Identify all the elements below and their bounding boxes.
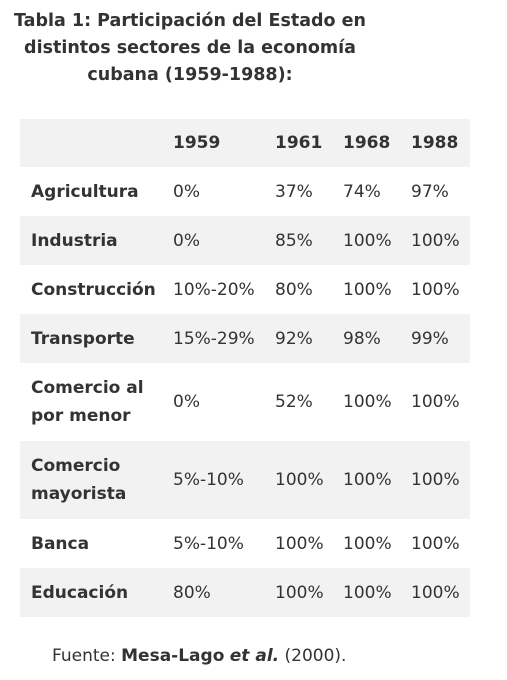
header-cell-empty xyxy=(20,119,162,167)
sector-cell: Agricultura xyxy=(31,181,139,202)
header-cell-1959: 1959 xyxy=(173,133,221,153)
value-cell: 100% xyxy=(343,582,392,603)
value-cell: 100% xyxy=(411,279,460,300)
table-row: Banca 5%-10% 100% 100% 100% xyxy=(20,519,470,568)
source-author: Mesa-Lago xyxy=(121,646,225,666)
table-row: Industria 0% 85% 100% 100% xyxy=(20,216,470,265)
value-cell: 99% xyxy=(411,328,449,349)
value-cell: 92% xyxy=(275,328,313,349)
value-cell: 100% xyxy=(411,533,460,554)
value-cell: 100% xyxy=(411,392,460,412)
header-cell-1988: 1988 xyxy=(411,133,459,153)
value-cell: 10%-20% xyxy=(173,279,255,300)
value-cell: 100% xyxy=(343,470,392,490)
sector-cell: Industria xyxy=(31,230,118,251)
sector-cell: Construcción xyxy=(31,279,156,300)
caption-line-2: distintos sectores de la economía xyxy=(24,38,356,58)
value-cell: 98% xyxy=(343,328,381,349)
table-caption: Tabla 1: Participación del Estado en dis… xyxy=(0,8,380,89)
table-header-row: 1959 1961 1968 1988 xyxy=(20,119,470,167)
value-cell: 80% xyxy=(275,279,313,300)
value-cell: 74% xyxy=(343,181,381,202)
value-cell: 0% xyxy=(173,230,200,251)
value-cell: 37% xyxy=(275,181,313,202)
sector-cell: Banca xyxy=(31,533,90,554)
value-cell: 97% xyxy=(411,181,449,202)
caption-line-1: Tabla 1: Participación del Estado en xyxy=(14,11,366,31)
caption-line-3: cubana (1959-1988): xyxy=(87,65,293,85)
value-cell: 5%-10% xyxy=(173,470,244,490)
value-cell: 52% xyxy=(275,392,313,412)
participation-table: 1959 1961 1968 1988 Agricultura 0% 37% 7… xyxy=(20,119,470,617)
table-row: Transporte 15%-29% 92% 98% 99% xyxy=(20,314,470,363)
value-cell: 100% xyxy=(343,533,392,554)
value-cell: 100% xyxy=(343,279,392,300)
table-row: Construcción 10%-20% 80% 100% 100% xyxy=(20,265,470,314)
sector-cell: Transporte xyxy=(31,328,135,349)
sector-cell: Comercio mayorista xyxy=(31,456,127,504)
value-cell: 100% xyxy=(411,582,460,603)
table-row: Comercio mayorista 5%-10% 100% 100% 100% xyxy=(20,441,470,519)
value-cell: 100% xyxy=(275,533,324,554)
header-cell-1961: 1961 xyxy=(275,133,323,153)
source-prefix: Fuente: xyxy=(52,646,122,666)
value-cell: 80% xyxy=(173,582,211,603)
value-cell: 100% xyxy=(411,230,460,251)
table-row: Educación 80% 100% 100% 100% xyxy=(20,568,470,617)
source-etal: et al. xyxy=(229,646,280,666)
sector-cell: Comercio al por menor xyxy=(31,378,144,426)
value-cell: 100% xyxy=(343,392,392,412)
source-year: (2000). xyxy=(279,646,347,666)
value-cell: 100% xyxy=(343,230,392,251)
header-cell-1968: 1968 xyxy=(343,133,391,153)
value-cell: 0% xyxy=(173,392,200,412)
value-cell: 100% xyxy=(275,470,324,490)
source-note: Fuente: Mesa-Lago et al. (2000). xyxy=(52,646,346,666)
value-cell: 100% xyxy=(275,582,324,603)
table-row: Comercio al por menor 0% 52% 100% 100% xyxy=(20,363,470,441)
table-row: Agricultura 0% 37% 74% 97% xyxy=(20,167,470,216)
value-cell: 0% xyxy=(173,181,200,202)
value-cell: 5%-10% xyxy=(173,533,244,554)
sector-cell: Educación xyxy=(31,582,129,603)
value-cell: 15%-29% xyxy=(173,328,255,349)
value-cell: 100% xyxy=(411,470,460,490)
value-cell: 85% xyxy=(275,230,313,251)
